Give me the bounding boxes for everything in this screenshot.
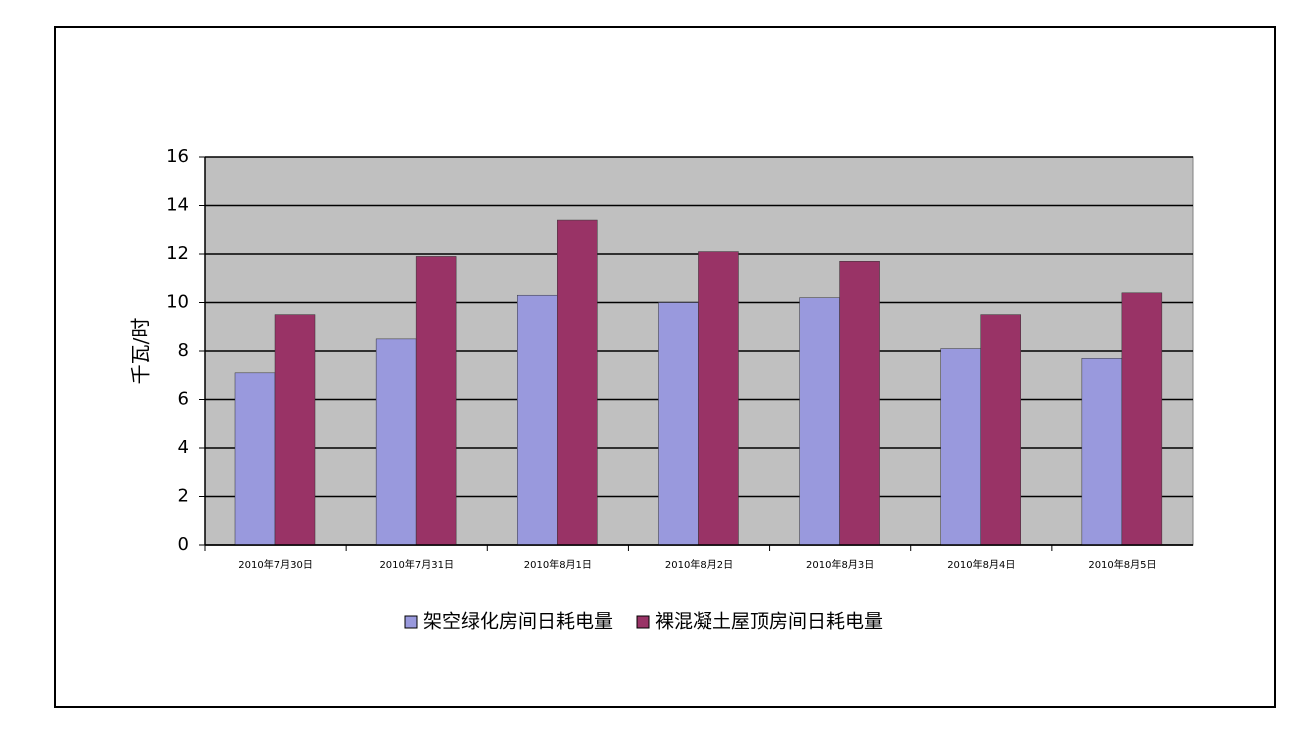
legend-label: 架空绿化房间日耗电量 <box>423 611 613 633</box>
y-tick-label: 14 <box>166 195 189 216</box>
bar <box>658 302 699 546</box>
y-axis-label: 千瓦/时 <box>129 318 153 385</box>
x-tick-label: 2010年8月2日 <box>665 558 733 571</box>
x-tick-label: 2010年8月3日 <box>806 558 874 571</box>
bar <box>274 314 316 546</box>
y-tick-label: 16 <box>166 146 189 167</box>
bar <box>557 219 598 546</box>
y-tick-label: 0 <box>178 534 189 555</box>
y-tick-label: 6 <box>178 389 189 410</box>
y-tick-label: 12 <box>166 243 189 264</box>
bar <box>1121 292 1163 546</box>
bar <box>375 338 417 546</box>
y-tick-label: 4 <box>178 437 189 458</box>
bar <box>517 294 558 546</box>
legend-swatch <box>636 615 650 629</box>
bar <box>839 261 880 546</box>
x-tick-label: 2010年8月4日 <box>947 558 1015 571</box>
legend-label: 裸混凝土屋顶房间日耗电量 <box>655 611 883 633</box>
y-tick-label: 8 <box>178 340 189 361</box>
x-tick-label: 2010年7月30日 <box>238 558 313 571</box>
bar <box>980 314 1021 546</box>
y-tick-label: 10 <box>166 292 189 313</box>
bar <box>1081 358 1123 546</box>
bar <box>940 348 981 546</box>
bar <box>415 256 457 546</box>
x-tick-label: 2010年7月31日 <box>379 558 454 571</box>
legend-swatch <box>404 615 418 629</box>
x-tick-label: 2010年8月1日 <box>524 558 592 571</box>
x-tick-label: 2010年8月5日 <box>1088 558 1156 571</box>
bar <box>799 297 840 546</box>
y-tick-label: 2 <box>178 486 189 507</box>
bar <box>234 372 276 546</box>
bar <box>698 251 739 546</box>
